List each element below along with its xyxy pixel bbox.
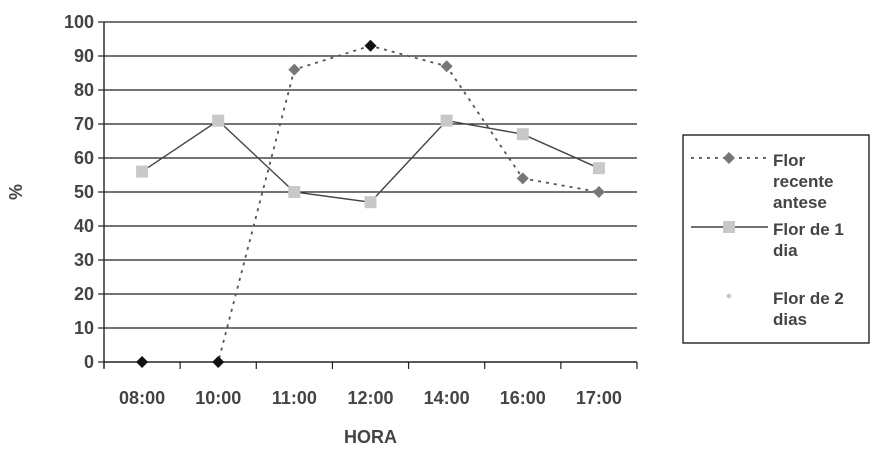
x-tick-label: 16:00 xyxy=(500,388,546,408)
y-axis-title: % xyxy=(6,184,26,200)
data-point xyxy=(288,63,301,76)
x-tick-label: 11:00 xyxy=(272,388,317,408)
gridlines xyxy=(98,21,637,363)
legend-item: Flor de 1 dia xyxy=(691,220,844,260)
data-point xyxy=(364,196,377,209)
y-tick-label: 60 xyxy=(74,148,94,168)
y-tick-label: 10 xyxy=(74,318,94,338)
data-point xyxy=(136,356,149,368)
legend-item: Flor de 2 dias xyxy=(726,289,844,329)
y-tick-label: 0 xyxy=(84,352,94,372)
x-tick-label: 17:00 xyxy=(576,388,622,408)
legend-box xyxy=(682,134,870,344)
x-tick-label: 12:00 xyxy=(347,388,393,408)
data-point xyxy=(516,128,529,141)
y-tick-label: 50 xyxy=(74,182,94,202)
data-point xyxy=(440,114,453,127)
series-1 xyxy=(136,39,605,368)
data-point xyxy=(212,356,225,368)
data-point xyxy=(592,186,605,198)
legend-label: Flor de 1 dia xyxy=(773,220,844,260)
y-tick-label: 100 xyxy=(64,12,94,32)
data-point xyxy=(440,60,453,73)
y-tick-label: 70 xyxy=(74,114,94,134)
x-tick-label: 14:00 xyxy=(424,388,470,408)
x-axis-title: HORA xyxy=(344,427,397,447)
series-group xyxy=(136,39,605,368)
legend-swatch-marker xyxy=(726,293,732,299)
data-point xyxy=(288,186,301,198)
y-tick-label: 30 xyxy=(74,250,94,270)
data-point xyxy=(212,114,225,127)
x-tick-labels: 08:00 10:00 11:00 12:00 14:00 16:00 17:00 xyxy=(119,388,622,408)
legend-swatch-marker xyxy=(723,152,735,164)
axes xyxy=(103,22,638,369)
data-point xyxy=(592,162,605,175)
series-line xyxy=(141,119,600,203)
x-tick-label: 10:00 xyxy=(195,388,241,408)
legend-item: Flor recente antese xyxy=(691,151,833,212)
y-tick-label: 40 xyxy=(74,216,94,236)
series-2 xyxy=(136,114,605,209)
data-point xyxy=(364,39,377,52)
x-tick-label: 08:00 xyxy=(119,388,165,408)
legend-label: Flor recente antese xyxy=(773,151,833,212)
legend: Flor recente antese Flor de 1 dia Flor de 2 di… xyxy=(682,134,870,344)
y-tick-label: 90 xyxy=(74,46,94,66)
data-point xyxy=(516,172,529,185)
data-point xyxy=(136,165,149,178)
legend-label: Flor de 2 dias xyxy=(773,289,844,329)
y-tick-labels: 0 10 20 30 40 50 60 70 80 90 100 xyxy=(64,12,94,372)
y-tick-label: 80 xyxy=(74,80,94,100)
y-tick-label: 20 xyxy=(74,284,94,304)
legend-swatch-marker xyxy=(723,221,735,233)
